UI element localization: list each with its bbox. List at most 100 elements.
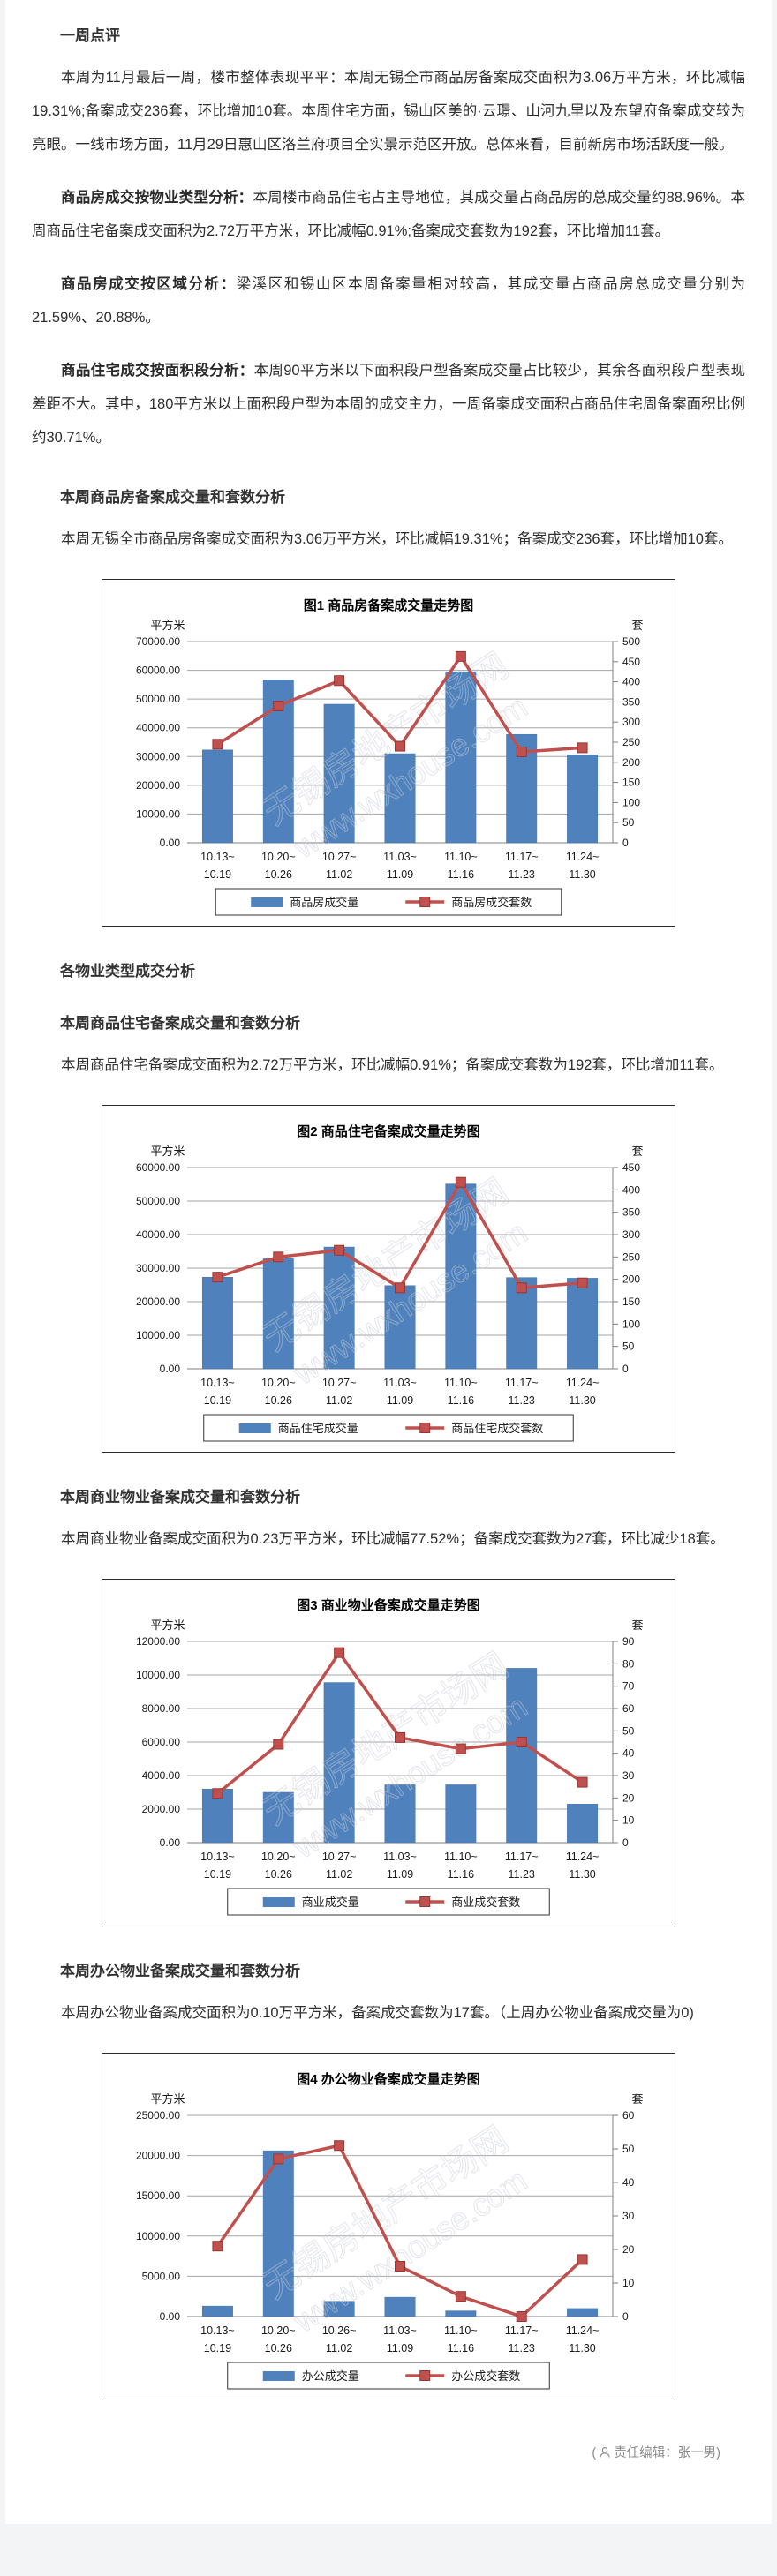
x-tick-label: 10.19 — [204, 868, 231, 881]
right-tick-label: 30 — [622, 2210, 635, 2222]
x-tick-label: 11.09 — [387, 2342, 413, 2354]
right-tick-label: 20 — [622, 1791, 635, 1804]
x-tick-label: 10.19 — [204, 1868, 231, 1881]
legend-line-swatch — [419, 897, 431, 907]
right-tick-label: 500 — [622, 635, 640, 648]
left-tick-label: 50000.00 — [136, 693, 180, 705]
right-tick-label: 150 — [622, 1296, 640, 1308]
left-tick-label: 0.00 — [160, 1363, 181, 1375]
left-tick-label: 0.00 — [160, 1836, 181, 1849]
right-tick-label: 450 — [622, 656, 640, 668]
line-marker — [455, 2291, 466, 2302]
right-tick-label: 400 — [622, 676, 640, 688]
right-tick-label: 400 — [622, 1183, 640, 1196]
left-axis-unit: 平方米 — [150, 1618, 185, 1632]
bar — [323, 1682, 355, 1844]
right-tick-label: 200 — [622, 756, 640, 769]
x-tick-label: 10.13~ — [200, 2324, 235, 2337]
right-tick-label: 50 — [622, 1341, 635, 1353]
para-body-property-type: 本周楼市商品住宅占主导地位，其成交量占商品房的总成交量约88.96%。本周商品住… — [32, 190, 746, 239]
line-marker — [273, 700, 284, 711]
figure-3-chart: 图3 商业物业备案成交量走势图 平方米套 0.00 2000.00 4000.00 600… — [102, 1579, 675, 1926]
left-tick-label: 4000.00 — [142, 1769, 181, 1782]
x-tick-label: 10.19 — [204, 1394, 231, 1407]
bar — [323, 703, 355, 844]
legend-line-label: 商业成交套数 — [451, 1896, 520, 1909]
bar — [445, 2310, 477, 2317]
bar — [445, 1784, 477, 1844]
bar — [384, 2296, 416, 2317]
footer-close-paren: ) — [716, 2446, 720, 2460]
chart-title: 图4 办公物业备案成交量走势图 — [297, 2071, 480, 2087]
right-tick-label: 90 — [622, 1635, 635, 1648]
bar — [384, 1285, 416, 1370]
x-tick-label: 11.24~ — [566, 1377, 600, 1389]
x-tick-label: 11.17~ — [505, 1377, 539, 1389]
heading-property-types: 各物业类型成交分析 — [60, 963, 195, 980]
line-marker — [577, 2254, 588, 2265]
line-marker — [334, 675, 345, 687]
figure-2-chart: 图2 商品住宅备案成交量走势图 平方米 套 0.00 10000.00 20000.00 3… — [102, 1105, 675, 1453]
bar — [323, 2301, 355, 2317]
right-axis-unit: 套 — [631, 619, 643, 632]
legend-line-label: 商品房成交套数 — [451, 896, 532, 909]
legend-bar-swatch — [251, 897, 283, 907]
line-marker — [273, 1251, 284, 1263]
left-tick-label: 8000.00 — [142, 1702, 181, 1715]
right-tick-label: 50 — [622, 2143, 635, 2155]
para-body-region: 梁溪区和锡山区本周备案量相对较高，其成交量占商品房总成交量分别为21.59%、2… — [32, 276, 746, 326]
right-tick-label: 40 — [622, 2176, 635, 2189]
bar — [262, 1791, 294, 1844]
x-tick-label: 11.02 — [326, 1394, 352, 1407]
line-marker — [273, 1739, 284, 1750]
legend-bar-swatch — [262, 1897, 295, 1907]
line-marker — [212, 2241, 223, 2252]
para-lead-property-type: 商品房成交按物业类型分析： — [61, 190, 253, 206]
right-tick-label: 0 — [622, 2310, 629, 2323]
x-tick-label: 10.26 — [265, 868, 292, 881]
x-tick-label: 10.27~ — [322, 1851, 357, 1863]
x-tick-label: 11.30 — [569, 1868, 595, 1881]
para-office: 本周办公物业备案成交面积为0.10万平方米，备案成交套数为17套。（上周办公物业… — [61, 2005, 694, 2021]
left-tick-label: 2000.00 — [142, 1803, 181, 1815]
bar — [384, 1784, 416, 1844]
line-marker — [577, 1277, 588, 1288]
left-tick-label: 0.00 — [160, 837, 181, 849]
x-tick-label: 11.09 — [387, 1868, 413, 1881]
right-axis-unit: 套 — [631, 1145, 643, 1158]
right-tick-label: 150 — [622, 777, 640, 789]
line-marker — [395, 740, 405, 752]
x-tick-label: 11.02 — [326, 1868, 352, 1881]
right-tick-label: 80 — [622, 1657, 635, 1670]
x-tick-label: 11.24~ — [566, 851, 600, 863]
x-tick-label: 11.03~ — [383, 851, 417, 863]
bar — [384, 753, 416, 844]
right-tick-label: 350 — [622, 1206, 640, 1219]
x-tick-label: 10.27~ — [322, 851, 357, 863]
left-axis-unit: 平方米 — [150, 619, 185, 632]
line-marker — [212, 1272, 223, 1283]
x-tick-label: 11.23 — [509, 2342, 535, 2354]
right-tick-label: 50 — [622, 1724, 635, 1737]
legend-line-label: 商品住宅成交套数 — [451, 1422, 543, 1435]
x-tick-label: 10.13~ — [200, 851, 235, 863]
para-commercial: 本周商业物业备案成交面积为0.23万平方米，环比减幅77.52%；备案成交套数为… — [61, 1531, 725, 1547]
legend-bar-swatch — [262, 2371, 295, 2381]
para-area-segment-analysis: 商品住宅成交按面积段分析：本周90平方米以下面积段户型备案成交量占比较少，其余各… — [32, 354, 745, 454]
left-tick-label: 20000.00 — [136, 779, 180, 792]
x-tick-label: 11.10~ — [444, 851, 478, 863]
x-tick-label: 11.09 — [387, 1394, 413, 1407]
right-tick-label: 200 — [622, 1273, 640, 1286]
line-marker — [273, 2153, 284, 2165]
x-tick-label: 11.30 — [569, 1394, 595, 1407]
right-tick-label: 60 — [622, 2109, 635, 2122]
right-tick-label: 100 — [622, 1318, 640, 1330]
right-tick-label: 40 — [622, 1747, 635, 1760]
x-tick-label: 11.16 — [448, 1394, 474, 1407]
x-tick-label: 10.13~ — [200, 1851, 235, 1863]
line-marker — [334, 2140, 345, 2152]
line-marker — [516, 2311, 527, 2322]
